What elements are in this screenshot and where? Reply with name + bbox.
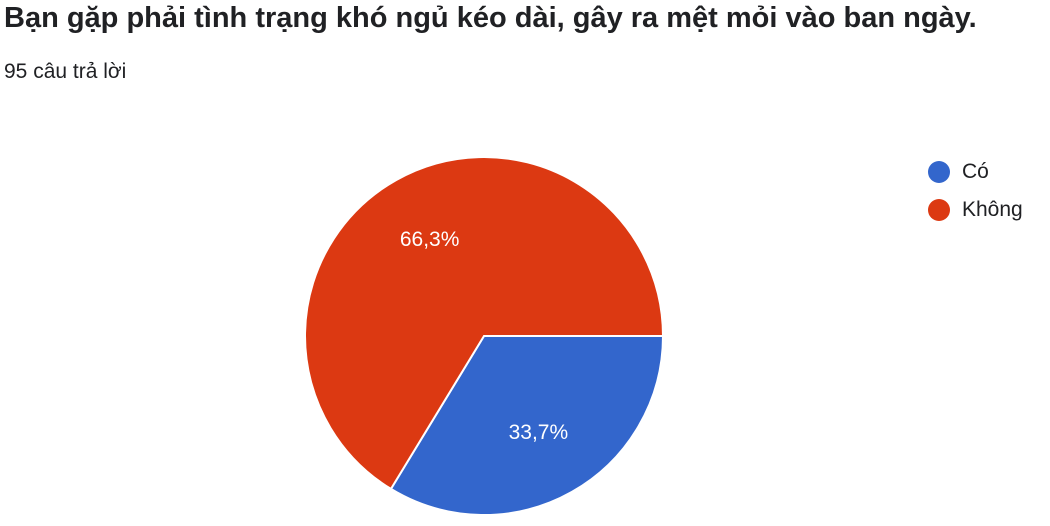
pie-slice-khong[interactable] [304, 156, 665, 491]
legend-item-co[interactable]: Có [928, 153, 1023, 191]
slice-label-khong: 66,3% [400, 228, 460, 251]
legend-swatch-khong [928, 199, 950, 221]
chart-title: Bạn gặp phải tình trạng khó ngủ kéo dài,… [4, 2, 977, 34]
slice-label-co: 33,7% [509, 421, 569, 444]
legend-label-khong: Không [962, 198, 1023, 221]
legend: Có Không [928, 153, 1023, 229]
legend-swatch-co [928, 161, 950, 183]
legend-item-khong[interactable]: Không [928, 191, 1023, 229]
legend-label-co: Có [962, 160, 989, 183]
response-count: 95 câu trả lời [4, 60, 127, 83]
pie-slice-co[interactable] [389, 335, 665, 516]
